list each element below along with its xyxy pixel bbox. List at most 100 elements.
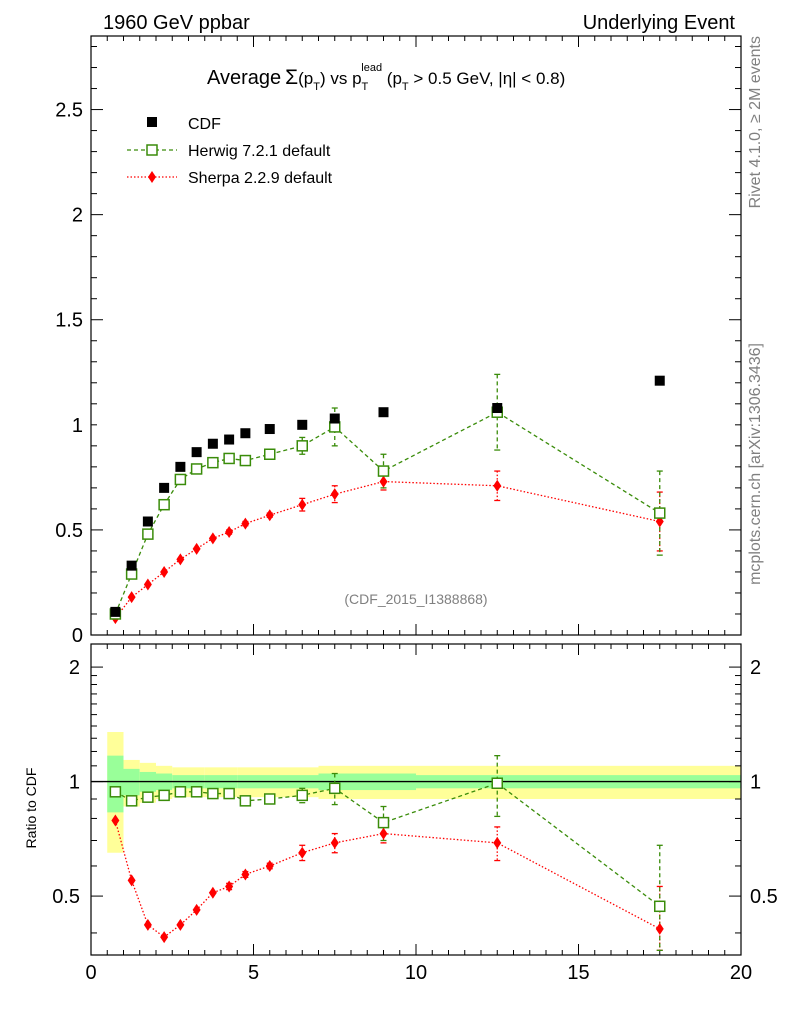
herwig-ratio-point-2 xyxy=(142,791,154,803)
sherpa-ratio-point-4 xyxy=(176,918,185,931)
ratio-panel-frame xyxy=(90,643,742,956)
axis-ticks xyxy=(90,36,742,955)
sherpa-main-point-12 xyxy=(379,475,388,488)
sherpa-main-point-10 xyxy=(298,498,307,511)
herwig-main-point-10 xyxy=(296,440,308,452)
sherpa-ratio-point-12 xyxy=(379,827,388,840)
main-y-tick-label: 2 xyxy=(72,205,83,227)
sherpa-main-point-8 xyxy=(241,517,250,530)
plot-title-text: Average Σ(pT) vs pTlead (pT > 0.5 GeV, |η… xyxy=(207,62,565,93)
cdf-main-point-10 xyxy=(297,419,308,430)
x-tick-label: 0 xyxy=(85,962,96,984)
rivet-label: Rivet 4.1.0, ≥ 2M events xyxy=(747,36,764,208)
legend-sherpa-marker xyxy=(148,171,156,183)
herwig-ratio-point-4 xyxy=(174,786,187,798)
x-tick-label: 5 xyxy=(248,962,259,984)
herwig-main-point-8 xyxy=(239,454,252,467)
ratio-y-tick-label-right: 0.5 xyxy=(750,886,778,908)
sherpa-main-point-9 xyxy=(265,509,274,522)
sherpa-ratio-point-5 xyxy=(192,903,201,916)
cdf-main-point-14 xyxy=(654,375,665,386)
herwig-ratio-point-3 xyxy=(158,789,170,802)
data-series xyxy=(109,373,666,951)
sherpa-ratio-line xyxy=(114,820,661,938)
legend-cdf-label: CDF xyxy=(188,116,221,133)
legend-sherpa-label: Sherpa 2.2.9 default xyxy=(188,170,333,187)
header-left: 1960 GeV ppbar xyxy=(103,12,250,34)
herwig-main-point-9 xyxy=(264,448,276,460)
sherpa-ratio-point-3 xyxy=(160,931,169,944)
legend-herwig-label: Herwig 7.2.1 default xyxy=(188,143,331,160)
herwig-main-point-2 xyxy=(142,528,154,540)
herwig-ratio-point-12 xyxy=(377,816,390,829)
x-tick-label: 10 xyxy=(405,962,427,984)
herwig-ratio-point-7 xyxy=(223,787,235,800)
cdf-main-point-2 xyxy=(142,516,153,527)
cdf-main-point-5 xyxy=(191,447,202,458)
cdf-main-point-11 xyxy=(329,413,340,424)
main-y-tick-label: 1.5 xyxy=(55,310,83,332)
cdf-main-point-6 xyxy=(207,438,218,449)
herwig-ratio-point-0 xyxy=(109,786,122,798)
main-y-tick-label: 0.5 xyxy=(55,520,83,542)
sherpa-ratio-point-14 xyxy=(655,922,664,935)
herwig-ratio-point-11 xyxy=(329,782,341,795)
sherpa-ratio-point-7 xyxy=(225,880,234,893)
sherpa-ratio-point-1 xyxy=(127,874,136,887)
sherpa-main-point-6 xyxy=(208,532,217,545)
herwig-main-point-7 xyxy=(223,452,235,465)
sherpa-ratio-point-11 xyxy=(330,836,339,849)
analysis-watermark: (CDF_2015_I1388868) xyxy=(344,591,487,607)
cdf-main-point-0 xyxy=(110,606,121,617)
main-y-tick-label: 1 xyxy=(72,415,83,437)
sherpa-ratio-point-9 xyxy=(265,859,274,872)
tick-labels: 0 5 10 15 20 0.5 1 1.5 2 2.5 0 0.5 0.5 1 1 2 2 xyxy=(52,100,778,984)
mcplots-label: mcplots.cern.ch [arXiv:1306.3436] xyxy=(747,343,764,585)
herwig-ratio-point-8 xyxy=(239,795,252,807)
cdf-main-point-12 xyxy=(378,407,389,418)
sherpa-ratio-point-2 xyxy=(143,918,152,931)
ratio-y-tick-label-right: 1 xyxy=(750,772,761,794)
herwig-main-point-6 xyxy=(207,456,219,469)
sherpa-ratio-point-8 xyxy=(241,868,250,881)
herwig-main-point-5 xyxy=(190,463,203,475)
x-tick-label: 20 xyxy=(730,962,752,984)
sherpa-main-point-11 xyxy=(330,488,339,501)
herwig-ratio-point-10 xyxy=(296,789,308,802)
legend-cdf-marker xyxy=(147,117,157,127)
ratio-ylabel: Ratio to CDF xyxy=(23,768,39,849)
band-stat-0 xyxy=(107,755,124,813)
ratio-y-tick-label-left: 0.5 xyxy=(52,886,80,908)
sherpa-ratio-point-6 xyxy=(208,886,217,899)
main-y-tick-label: 2.5 xyxy=(55,100,83,122)
herwig-ratio-point-13 xyxy=(491,777,503,789)
sherpa-ratio-point-13 xyxy=(493,836,502,849)
main-panel-frame xyxy=(90,35,742,636)
legend: CDF Herwig 7.2.1 default Sherpa 2.2.9 de… xyxy=(127,116,333,187)
sherpa-ratio-point-10 xyxy=(298,846,307,859)
sherpa-main-point-2 xyxy=(143,578,152,591)
ratio-y-tick-label-left: 2 xyxy=(69,657,80,679)
plot-title: Average Σ(pT) vs pTlead (pT > 0.5 GeV, |η… xyxy=(207,62,565,93)
herwig-ratio-point-9 xyxy=(264,793,276,805)
sherpa-main-point-7 xyxy=(225,526,234,539)
herwig-ratio-point-6 xyxy=(207,787,219,800)
main-y-tick-label-zero: 0 xyxy=(72,625,83,647)
cdf-main-point-3 xyxy=(159,482,170,493)
cdf-main-point-13 xyxy=(492,403,503,414)
ratio-y-tick-label-left: 1 xyxy=(69,772,80,794)
sherpa-main-point-3 xyxy=(160,565,169,578)
herwig-ratio-point-5 xyxy=(190,786,203,798)
herwig-ratio-point-14 xyxy=(654,900,666,913)
cdf-main-point-4 xyxy=(175,461,186,472)
sherpa-main-point-1 xyxy=(127,591,136,604)
sherpa-main-point-4 xyxy=(176,553,185,566)
sherpa-main-point-13 xyxy=(493,479,502,492)
herwig-main-point-12 xyxy=(377,465,390,477)
cdf-main-point-9 xyxy=(264,424,275,435)
cdf-main-point-7 xyxy=(224,434,235,445)
herwig-ratio-point-1 xyxy=(125,795,138,807)
cdf-main-point-1 xyxy=(126,560,137,571)
